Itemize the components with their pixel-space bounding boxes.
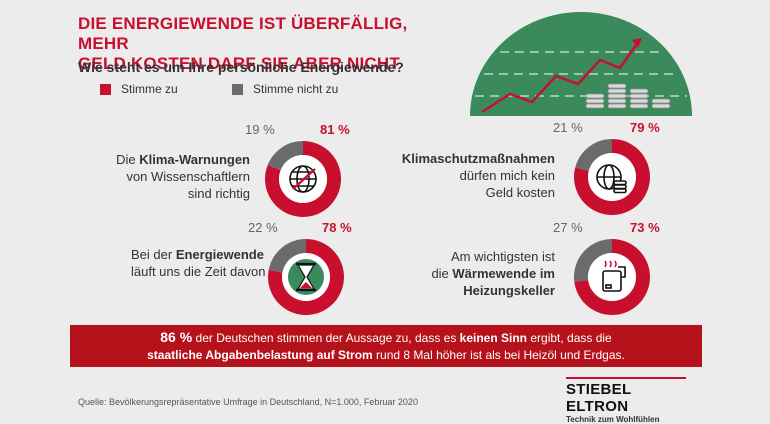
donut-slice-disagree [575, 139, 612, 172]
globe-coins-icon [596, 164, 627, 194]
donut-slice-disagree [267, 141, 303, 171]
q4-bold: Wärmewende im [452, 266, 555, 281]
legend-disagree-swatch [232, 83, 243, 95]
subtitle: Wie steht es um Ihre persönliche Energie… [78, 59, 404, 75]
banner-text-3: rund 8 Mal höher ist als bei Heizöl und … [372, 348, 625, 362]
hourglass-icon [288, 259, 324, 295]
q1-agree-label: 81 % [320, 122, 350, 137]
q1-line2: von Wissenschaftlern [126, 169, 250, 184]
q3-bold: Energiewende [175, 247, 264, 262]
q3-agree-label: 78 % [322, 220, 352, 235]
q2-agree-label: 79 % [630, 120, 660, 135]
legend-disagree: Stimme nicht zu [232, 82, 338, 96]
q4-line1: Am wichtigsten ist [450, 249, 555, 264]
legend-agree-swatch [100, 83, 111, 95]
banner-bold-2: staatliche Abgabenbelastung auf Strom [147, 348, 373, 362]
donut-slice-agree [268, 239, 344, 315]
donut-slice-disagree [268, 239, 306, 273]
brand-logo: STIEBEL ELTRON Technik zum Wohlfühlen [566, 377, 686, 424]
q2-disagree-label: 21 % [553, 120, 583, 135]
donut-slice-agree [265, 141, 341, 217]
question-1-text: Die Klima-Warnungen von Wissenschaftlern… [90, 151, 250, 202]
q1-pre: Die [116, 152, 140, 167]
title-line-2: GELD KOSTEN DARF SIE ABER NICHT [78, 54, 400, 73]
donut-slice-disagree [574, 239, 612, 282]
banner-text-1: der Deutschen stimmen der Aussage zu, da… [192, 331, 460, 345]
legend-disagree-label: Stimme nicht zu [253, 82, 339, 96]
q1-line3: sind richtig [187, 186, 250, 201]
page-title: DIE ENERGIEWENDE IST ÜBERFÄLLIG, MEHR GE… [78, 14, 418, 74]
globe-thermometer-icon [289, 165, 317, 193]
q4-pre: die [431, 266, 453, 281]
q4-line3: Heizungskeller [463, 283, 555, 298]
banner-bold-1: keinen Sinn [459, 331, 528, 345]
brand-name: STIEBEL ELTRON [566, 377, 686, 415]
banner-percent: 86 % [160, 329, 193, 345]
q2-line2: dürfen mich kein [459, 168, 555, 183]
banner-text-2: ergibt, dass die [527, 331, 612, 345]
summary-banner: 86 % der Deutschen stimmen der Aussage z… [70, 325, 702, 367]
coin-stacks-icon [585, 83, 671, 109]
header-illustration [470, 12, 692, 116]
q2-bold: Klimaschutzmaßnahmen [401, 151, 555, 166]
q4-agree-label: 73 % [630, 220, 660, 235]
donut-chart-2 [574, 139, 650, 215]
question-3-text: Bei der Energiewende läuft uns die Zeit … [131, 246, 271, 280]
trend-line [481, 41, 640, 114]
q1-disagree-label: 19 % [245, 122, 275, 137]
question-2-text: Klimaschutzmaßnahmen dürfen mich kein Ge… [395, 150, 555, 201]
legend-agree-label: Stimme zu [121, 82, 178, 96]
title-line-1: DIE ENERGIEWENDE IST ÜBERFÄLLIG, MEHR [78, 14, 408, 53]
donut-slice-agree [574, 239, 650, 315]
donut-slice-agree [574, 139, 650, 215]
q4-disagree-label: 27 % [553, 220, 583, 235]
q3-pre: Bei der [131, 247, 176, 262]
q1-bold: Klima-Warnungen [139, 152, 250, 167]
source-note: Quelle: Bevölkerungsrepräsentative Umfra… [78, 397, 418, 407]
legend-agree: Stimme zu [100, 82, 178, 96]
trend-arrow-icon [632, 38, 642, 48]
heater-icon [602, 260, 626, 292]
donut-chart-4 [574, 239, 650, 315]
q2-line3: Geld kosten [485, 185, 555, 200]
question-4-text: Am wichtigsten ist die Wärmewende im Hei… [400, 248, 555, 299]
q3-disagree-label: 22 % [248, 220, 278, 235]
donut-chart-3 [268, 239, 344, 315]
q3-line2: läuft uns die Zeit davon [131, 264, 266, 279]
donut-chart-1 [265, 141, 341, 217]
